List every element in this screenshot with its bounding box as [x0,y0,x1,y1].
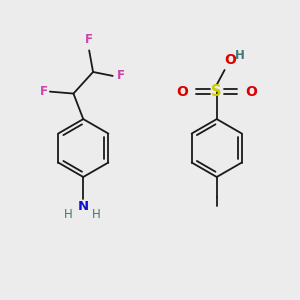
Text: F: F [117,69,124,82]
Text: H: H [64,208,73,221]
Text: F: F [85,34,93,46]
Text: O: O [176,85,188,99]
Text: S: S [212,84,222,99]
Text: N: N [78,200,89,213]
Text: H: H [92,208,101,221]
Text: H: H [234,49,244,62]
Text: F: F [40,85,48,98]
Text: O: O [225,53,236,67]
Text: O: O [245,85,257,99]
